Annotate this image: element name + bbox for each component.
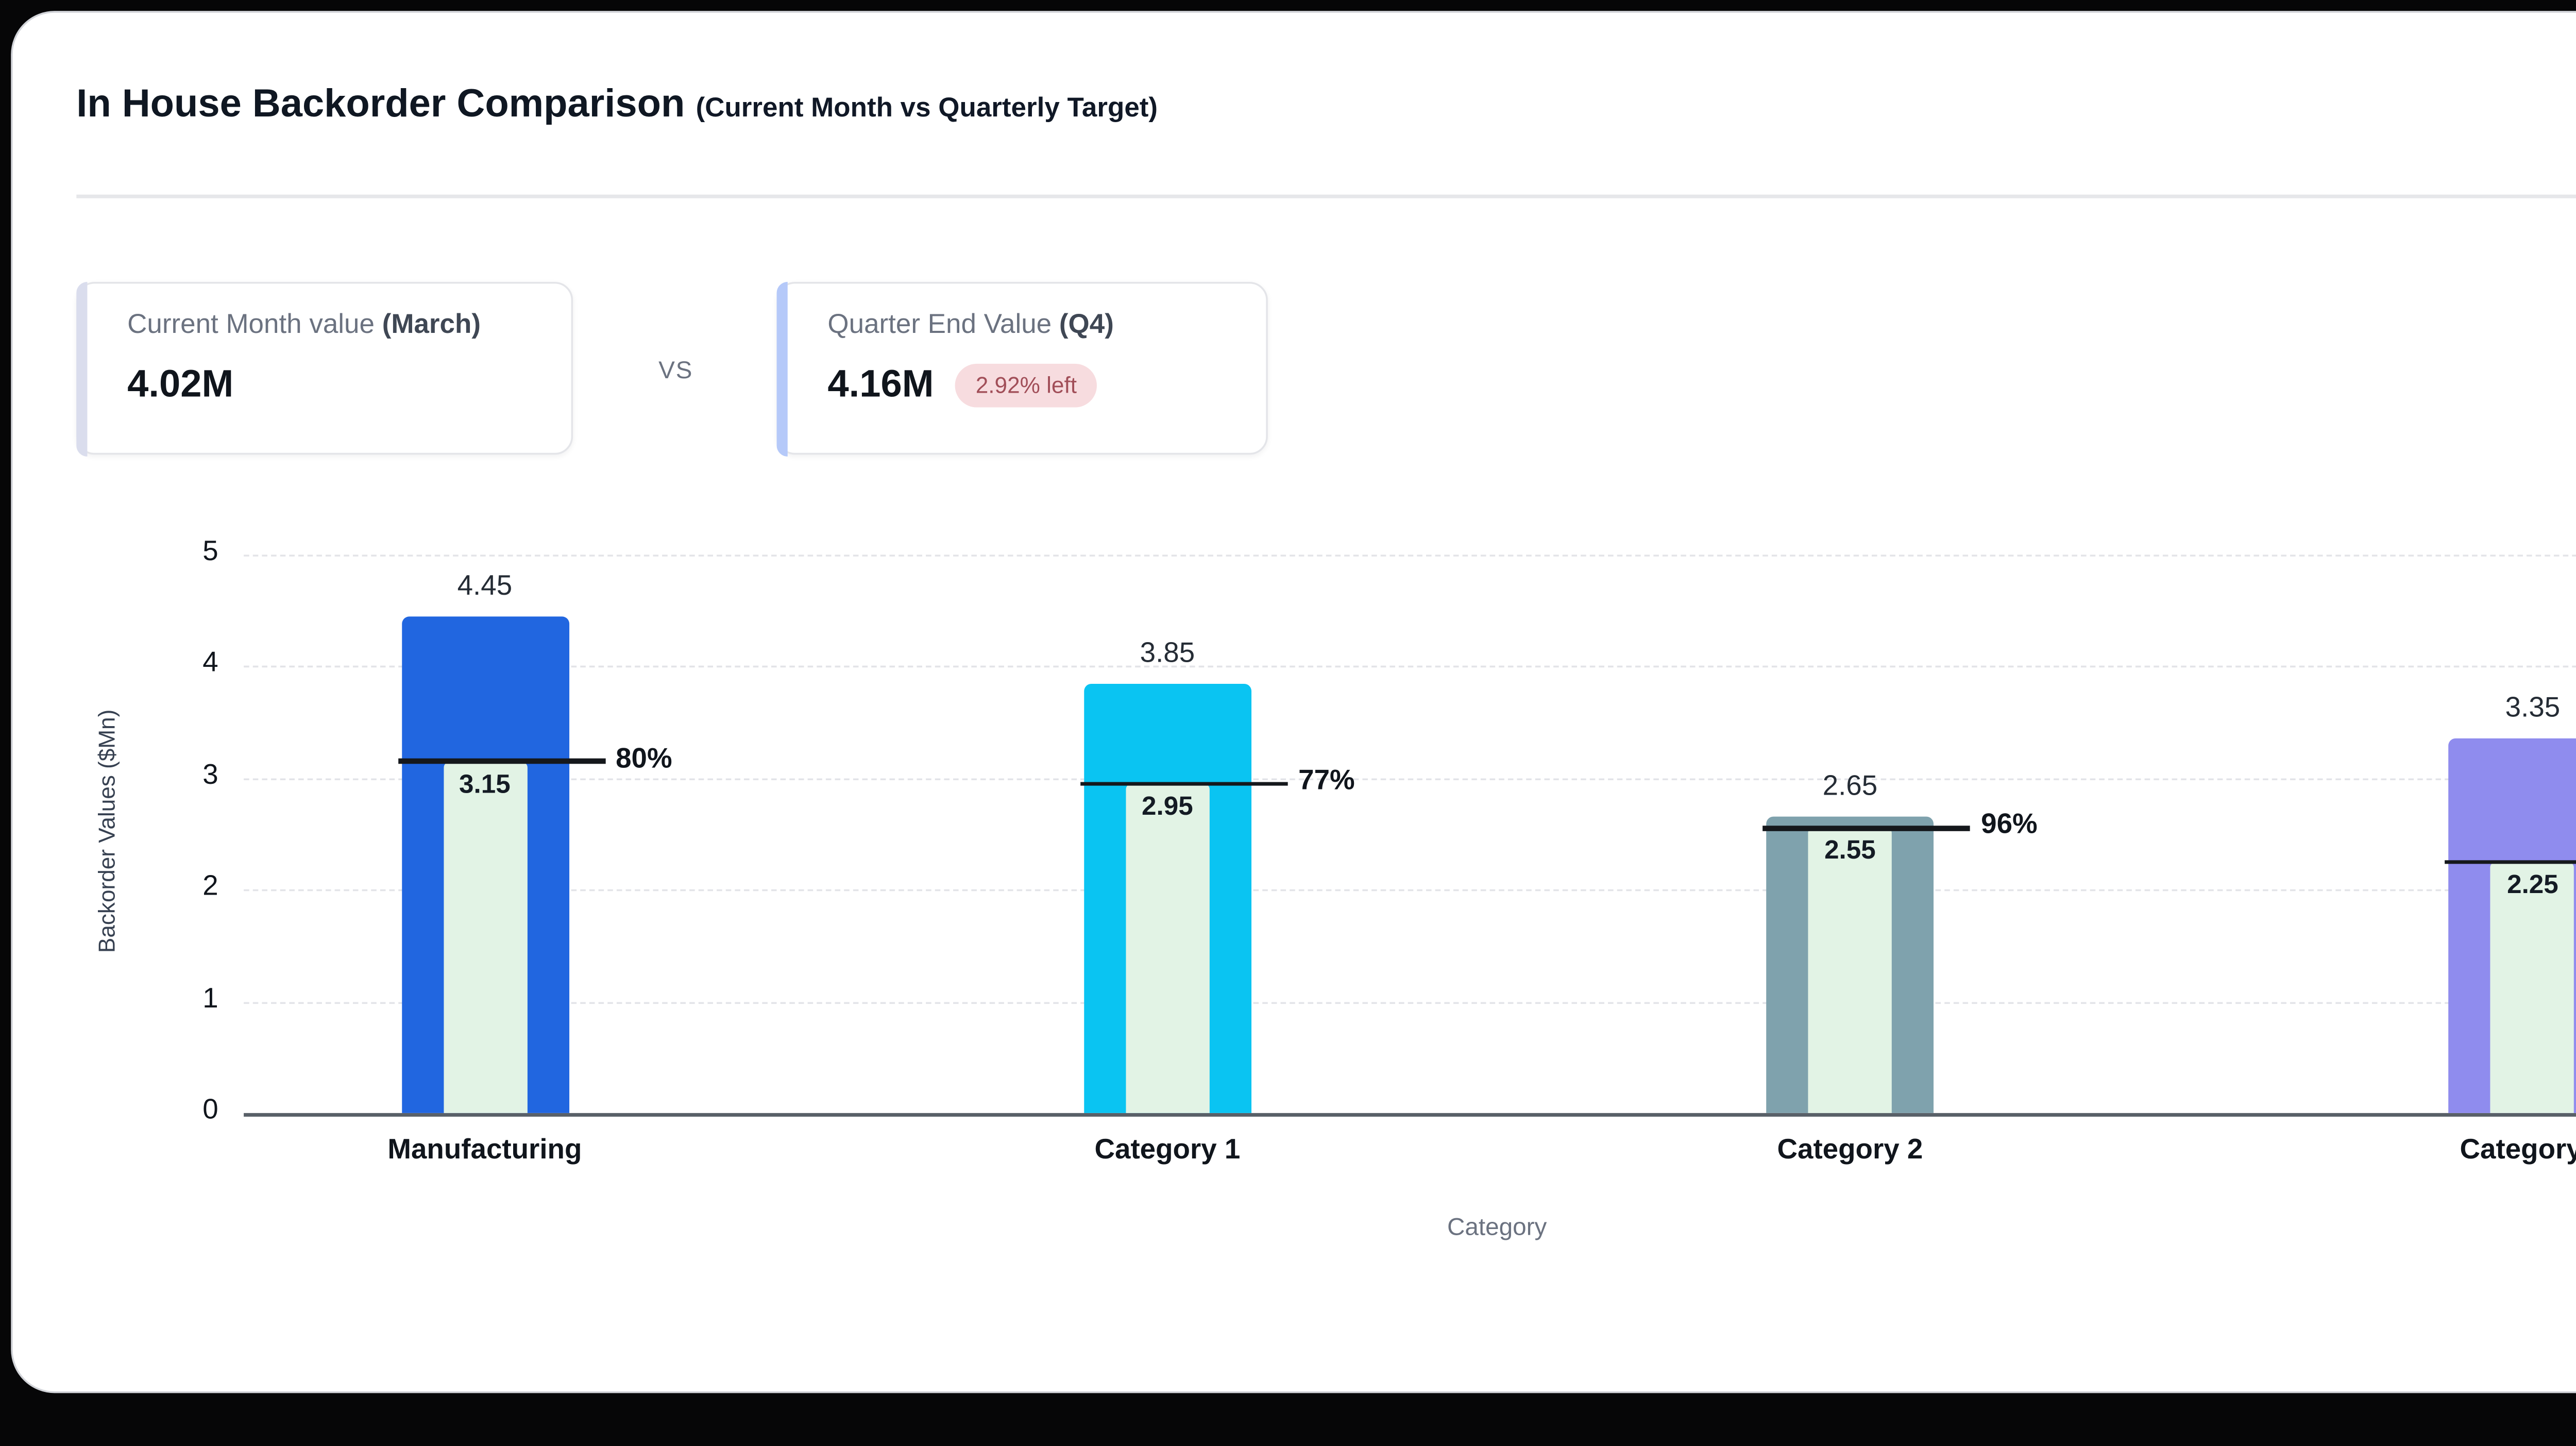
page-title-main: In House Backorder Comparison	[76, 81, 685, 126]
target-value-label: 3.35	[2505, 693, 2561, 725]
kpi-current-label-emphasis: (March)	[382, 309, 481, 340]
kpi-target-label-emphasis: (Q4)	[1059, 309, 1114, 340]
percent-label: 80%	[616, 743, 672, 774]
current-value-label: 2.55	[1824, 837, 1876, 867]
kpi-current-label-text: Current Month value	[127, 309, 375, 340]
kpi-target-value-text: 4.16M	[827, 363, 934, 406]
category-label: Category 1	[1094, 1135, 1241, 1166]
kpi-accent-bar-target	[775, 281, 787, 456]
y-gridline	[244, 778, 2576, 780]
y-axis-title: Backorder Values ($Mn)	[94, 709, 121, 953]
y-tick-label: 3	[202, 760, 218, 791]
page-title-subtitle: (Current Month vs Quarterly Target)	[696, 92, 1158, 124]
kpi-target-label-text: Quarter End Value	[827, 309, 1052, 340]
current-value-label: 2.95	[1142, 793, 1193, 822]
percent-line	[1080, 781, 1287, 786]
kpi-card-current-month: Current Month value (March) 4.02M	[75, 281, 573, 456]
kpi-target-label: Quarter End Value (Q4)	[827, 309, 1113, 340]
header-divider	[76, 194, 2576, 197]
percent-line	[397, 759, 605, 764]
kpi-current-label: Current Month value (March)	[127, 309, 481, 340]
page-title: In House Backorder Comparison (Current Mo…	[76, 82, 1158, 127]
dashboard-panel: In House Backorder Comparison (Current Mo…	[11, 11, 2576, 1393]
remaining-badge: 2.92% left	[955, 363, 1097, 408]
category-label: Category 3	[2460, 1135, 2576, 1166]
x-axis-title: Category	[1447, 1213, 1547, 1240]
target-value-label: 3.85	[1140, 637, 1195, 669]
y-gridline	[244, 889, 2576, 892]
kpi-target-value: 4.16M 2.92% left	[827, 363, 1097, 408]
bar-chart: 0 1 2 3 4 5 Backorder Values ($Mn) Category 4.45…	[13, 13, 2576, 1446]
kpi-accent-bar-current	[75, 281, 87, 456]
current-value-label: 2.25	[2507, 870, 2558, 900]
percent-label: 96%	[1981, 810, 2038, 841]
percent-label: 77%	[1298, 765, 1355, 797]
y-tick-label: 1	[202, 983, 218, 1014]
category-label: Category 2	[1777, 1135, 1923, 1166]
kpi-current-value: 4.02M	[127, 364, 233, 408]
y-gridline	[244, 554, 2576, 557]
percent-line	[1762, 826, 1970, 831]
percent-line	[2445, 859, 2576, 864]
target-value-label: 2.65	[1822, 771, 1878, 803]
y-gridline	[244, 1001, 2576, 1003]
current-bar[interactable]	[443, 761, 527, 1113]
y-tick-label: 2	[202, 871, 218, 903]
y-gridline	[244, 666, 2576, 668]
target-value-label: 4.45	[457, 570, 513, 602]
y-tick-label: 0	[202, 1095, 218, 1126]
y-tick-label: 5	[202, 536, 218, 568]
kpi-card-quarter-end: Quarter End Value (Q4) 4.16M 2.92% left	[775, 281, 1268, 456]
kpi-current-value-text: 4.02M	[127, 363, 234, 406]
category-label: Manufacturing	[387, 1135, 582, 1166]
y-tick-label: 4	[202, 648, 218, 679]
current-bar[interactable]	[1808, 828, 1892, 1113]
current-bar[interactable]	[1125, 783, 1210, 1113]
current-bar[interactable]	[2490, 862, 2575, 1113]
x-axis-line	[244, 1113, 2576, 1117]
vs-label: VS	[658, 356, 693, 384]
current-value-label: 3.15	[459, 770, 511, 800]
